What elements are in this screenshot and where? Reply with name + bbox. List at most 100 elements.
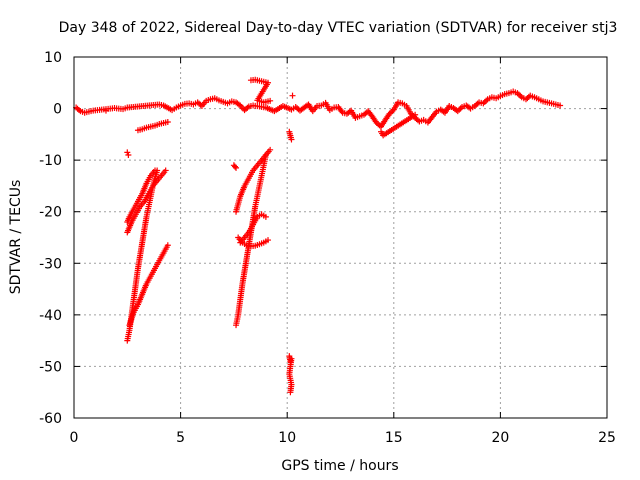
data-point	[143, 215, 150, 222]
data-point	[253, 215, 260, 222]
data-point	[136, 205, 143, 212]
data-point	[175, 103, 182, 110]
data-point	[265, 148, 272, 155]
data-point	[481, 99, 488, 106]
data-point	[236, 195, 243, 202]
data-point	[122, 105, 129, 112]
data-point	[287, 387, 294, 394]
data-point	[503, 90, 510, 97]
data-point	[261, 153, 268, 160]
data-point	[257, 158, 264, 165]
data-point	[244, 231, 251, 238]
series-track-2	[124, 167, 169, 236]
data-point	[256, 184, 263, 191]
data-point	[138, 241, 145, 248]
data-point	[249, 169, 256, 176]
data-point	[145, 205, 152, 212]
x-tick-label: 20	[491, 430, 509, 446]
data-point	[328, 105, 335, 112]
y-tick-label: -10	[39, 153, 62, 169]
y-tick-label: -60	[39, 411, 62, 427]
data-point	[158, 120, 165, 127]
series-main-band	[73, 88, 564, 130]
x-tick-label: 15	[385, 430, 403, 446]
data-point	[146, 275, 153, 282]
data-point	[529, 93, 536, 100]
data-point	[550, 100, 557, 107]
data-point	[260, 164, 267, 171]
data-point	[546, 99, 553, 106]
data-point	[154, 121, 161, 128]
data-point	[102, 107, 109, 114]
data-point	[512, 89, 519, 96]
data-point	[542, 98, 549, 105]
y-axis-label: SDTVAR / TECUs	[8, 180, 24, 295]
y-tick-label: -30	[39, 256, 62, 272]
data-point	[149, 184, 156, 191]
series-track-7	[233, 146, 274, 215]
data-point	[155, 259, 162, 266]
data-point	[251, 205, 258, 212]
series-upper-dips	[102, 76, 419, 171]
y-tick-label: 0	[53, 102, 62, 118]
data-point	[397, 99, 404, 106]
data-point	[243, 256, 250, 263]
data-point	[139, 200, 146, 207]
data-point	[244, 104, 251, 111]
data-point	[410, 112, 417, 119]
data-point	[354, 114, 361, 121]
data-point	[265, 98, 272, 105]
data-point	[138, 292, 145, 299]
series-track-1	[124, 167, 159, 226]
series-track-9	[237, 211, 269, 246]
data-point	[533, 95, 540, 102]
data-point	[136, 254, 143, 261]
x-tick-label: 10	[278, 430, 296, 446]
series-track-3	[124, 167, 161, 344]
data-point	[499, 92, 506, 99]
data-point	[151, 177, 158, 184]
chart-title: Day 348 of 2022, Sidereal Day-to-day VTE…	[59, 20, 618, 36]
data-point	[130, 311, 137, 318]
data-point	[150, 267, 157, 274]
data-point	[249, 223, 256, 230]
data-point	[469, 104, 476, 111]
data-point	[401, 101, 408, 108]
data-point	[244, 177, 251, 184]
data-point	[393, 101, 400, 108]
x-tick-label: 5	[176, 430, 185, 446]
data-point	[137, 126, 144, 133]
data-point	[162, 119, 169, 126]
data-point	[131, 213, 138, 220]
data-point	[230, 98, 237, 105]
data-point	[241, 269, 248, 276]
data-point	[260, 212, 267, 219]
data-point	[351, 113, 358, 120]
data-point	[156, 174, 163, 181]
data-point	[338, 108, 345, 115]
data-point	[234, 313, 241, 320]
data-point	[258, 78, 265, 85]
data-point	[289, 92, 296, 99]
y-tick-label: 10	[44, 50, 62, 66]
data-point	[142, 182, 149, 189]
data-point	[149, 123, 156, 130]
data-point	[517, 92, 524, 99]
data-point	[250, 243, 257, 250]
data-point	[75, 106, 82, 113]
data-point	[253, 195, 260, 202]
data-point	[287, 134, 294, 141]
data-point	[144, 192, 151, 199]
y-tick-label: -50	[39, 359, 62, 375]
data-point	[127, 220, 134, 227]
data-point	[88, 108, 95, 115]
data-point	[537, 97, 544, 104]
data-point	[241, 240, 248, 247]
data-point	[456, 106, 463, 113]
series-outliers	[286, 92, 296, 396]
data-point	[141, 125, 148, 132]
data-point	[258, 240, 265, 247]
data-point	[83, 109, 90, 116]
series-track-4	[126, 242, 171, 329]
